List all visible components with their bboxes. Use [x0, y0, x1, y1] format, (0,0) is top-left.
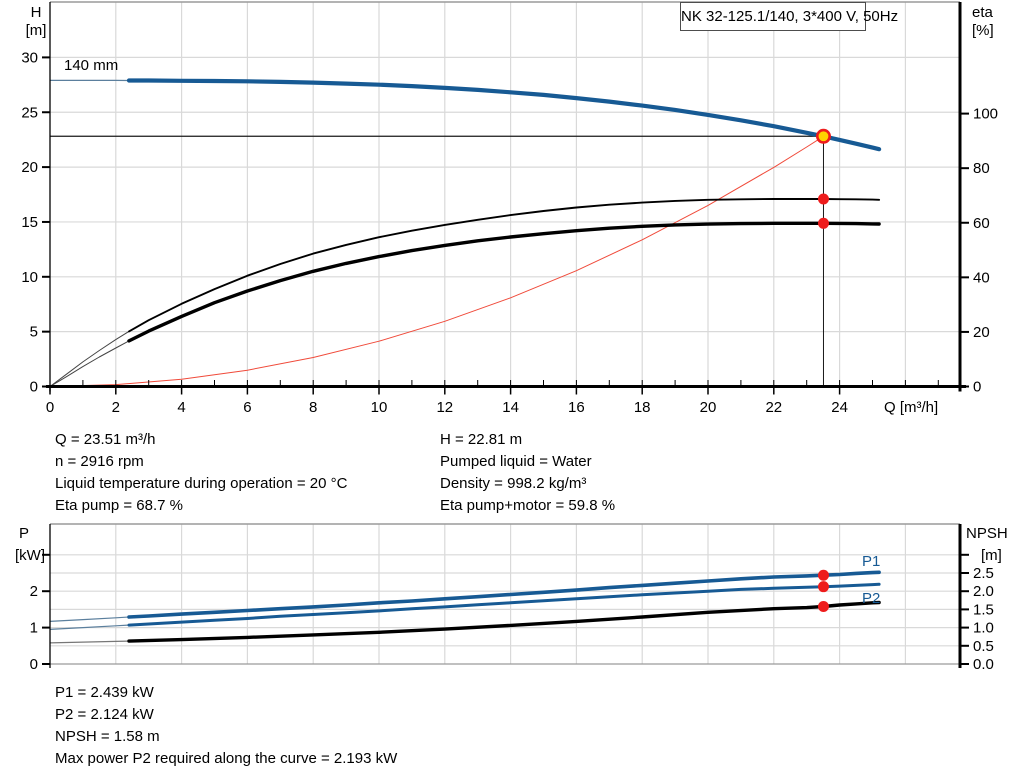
x-tick-label: 16: [568, 399, 585, 416]
power-info-block: P1 = 2.439 kW P2 = 2.124 kW NPSH = 1.58 …: [55, 682, 397, 770]
eta-pump-motor-curve: [127, 221, 881, 343]
y-right-tick-label: 100: [973, 106, 998, 123]
x-tick-label: 0: [46, 399, 54, 416]
eta-pump-curve: [128, 198, 881, 333]
y-right-axis-unit: [%]: [972, 22, 994, 39]
y-right-tick-label: 0: [973, 379, 981, 396]
eta-pump-motor-duty-dot: [817, 217, 829, 229]
y-left-tick-label: 30: [21, 49, 38, 66]
eta-pump-curve-lead-in: [49, 330, 130, 387]
x-axis-label: Q [m³/h]: [884, 399, 938, 416]
eta-pump-motor-curve-lead-in: [49, 340, 130, 387]
y-left-axis-unit: [m]: [26, 22, 47, 39]
info-liquid-temperature: Liquid temperature during operation = 20…: [55, 475, 348, 492]
pump-model-box: NK 32-125.1/140, 3*400 V, 50Hz: [680, 2, 898, 31]
y-left-axis-unit: [kW]: [15, 547, 45, 564]
p1-duty-dot: [817, 569, 829, 581]
y-right-tick-label: 1.5: [973, 601, 994, 618]
x-tick-label: 14: [502, 399, 519, 416]
y-right-tick-label: 1.0: [973, 620, 994, 637]
info-max-power: Max power P2 required along the curve = …: [55, 750, 398, 767]
info-density: Density = 998.2 kg/m³: [440, 475, 587, 492]
x-tick-label: 22: [765, 399, 782, 416]
y-left-tick-label: 25: [21, 104, 38, 121]
info-p1: P1 = 2.439 kW: [55, 684, 154, 701]
y-left-tick-label: 20: [21, 159, 38, 176]
x-tick-label: 24: [831, 399, 848, 416]
y-right-tick-label: 0.5: [973, 638, 994, 655]
p1-curve-label: P1: [862, 553, 880, 570]
impeller-diameter-label: 140 mm: [64, 57, 118, 74]
x-tick-label: 10: [371, 399, 388, 416]
y-right-axis-label: eta: [972, 4, 994, 21]
power-npsh-chart: 0 1 2 P [kW] 0.00.51.0 1.52.02.5 NPSH [m] P1 P2: [15, 523, 1008, 673]
qh-chart: 0 2 4 6 8 10 12 14 16 18 20 22 24 Q [m³/h]05101520253…: [21, 1, 998, 416]
y-right-tick-label: 0.0: [973, 656, 994, 673]
system-curve: [49, 135, 824, 387]
y-left-tick-label: 15: [21, 214, 38, 231]
x-tick-label: 20: [700, 399, 717, 416]
x-tick-label: 8: [309, 399, 317, 416]
pump-model-label: NK 32-125.1/140, 3*400 V, 50Hz: [681, 8, 899, 25]
x-tick-label: 18: [634, 399, 651, 416]
duty-point-marker: [815, 128, 831, 144]
y-right-tick-label: 80: [973, 160, 990, 177]
info-eta-pump: Eta pump = 68.7 %: [55, 497, 183, 514]
info-npsh: NPSH = 1.58 m: [55, 728, 160, 745]
y-right-tick-label: 40: [973, 269, 990, 286]
p1-curve: [127, 570, 881, 619]
y-left-tick-label: 5: [30, 324, 38, 341]
info-p2: P2 = 2.124 kW: [55, 706, 154, 723]
info-eta-pump-motor: Eta pump+motor = 59.8 %: [440, 497, 616, 514]
p2-curve-lead-in: [49, 624, 130, 630]
y-left-tick-label: 0: [30, 379, 38, 396]
duty-info-right-column: H = 22.81 m Pumped liquid = Water Densit…: [440, 429, 615, 517]
y-left-axis-label: H: [31, 4, 42, 21]
npsh-duty-dot: [817, 600, 829, 612]
y-left-axis-label: P: [19, 525, 29, 542]
x-tick-label: 2: [112, 399, 120, 416]
y-right-axis-unit: [m]: [981, 547, 1002, 564]
info-flow: Q = 23.51 m³/h: [55, 431, 156, 448]
y-left-tick-label: 0: [30, 656, 38, 673]
p1-curve-lead-in: [49, 616, 130, 622]
y-left-tick-label: 2: [30, 583, 38, 600]
y-left-tick-label: 10: [21, 269, 38, 286]
x-tick-label: 6: [243, 399, 251, 416]
eta-pump-duty-dot: [817, 193, 829, 205]
npsh-curve-lead-in: [49, 640, 130, 644]
y-right-tick-label: 2.0: [973, 583, 994, 600]
y-right-axis-label: NPSH: [966, 525, 1008, 542]
x-tick-label: 4: [177, 399, 185, 416]
p2-curve: [127, 582, 881, 627]
npsh-curve: [127, 600, 881, 643]
info-head: H = 22.81 m: [440, 431, 523, 448]
p2-curve-label: P2: [862, 590, 880, 607]
qh-curve: [126, 78, 882, 152]
p2-duty-dot: [817, 581, 829, 593]
info-speed: n = 2916 rpm: [55, 453, 144, 470]
y-left-tick-label: 1: [30, 620, 38, 637]
y-right-tick-label: 60: [973, 215, 990, 232]
info-pumped-liquid: Pumped liquid = Water: [440, 453, 592, 470]
y-right-tick-label: 2.5: [973, 565, 994, 582]
duty-info-left-column: Q = 23.51 m³/h n = 2916 rpm Liquid tempe…: [55, 429, 347, 517]
y-right-tick-label: 20: [973, 324, 990, 341]
x-tick-label: 12: [436, 399, 453, 416]
